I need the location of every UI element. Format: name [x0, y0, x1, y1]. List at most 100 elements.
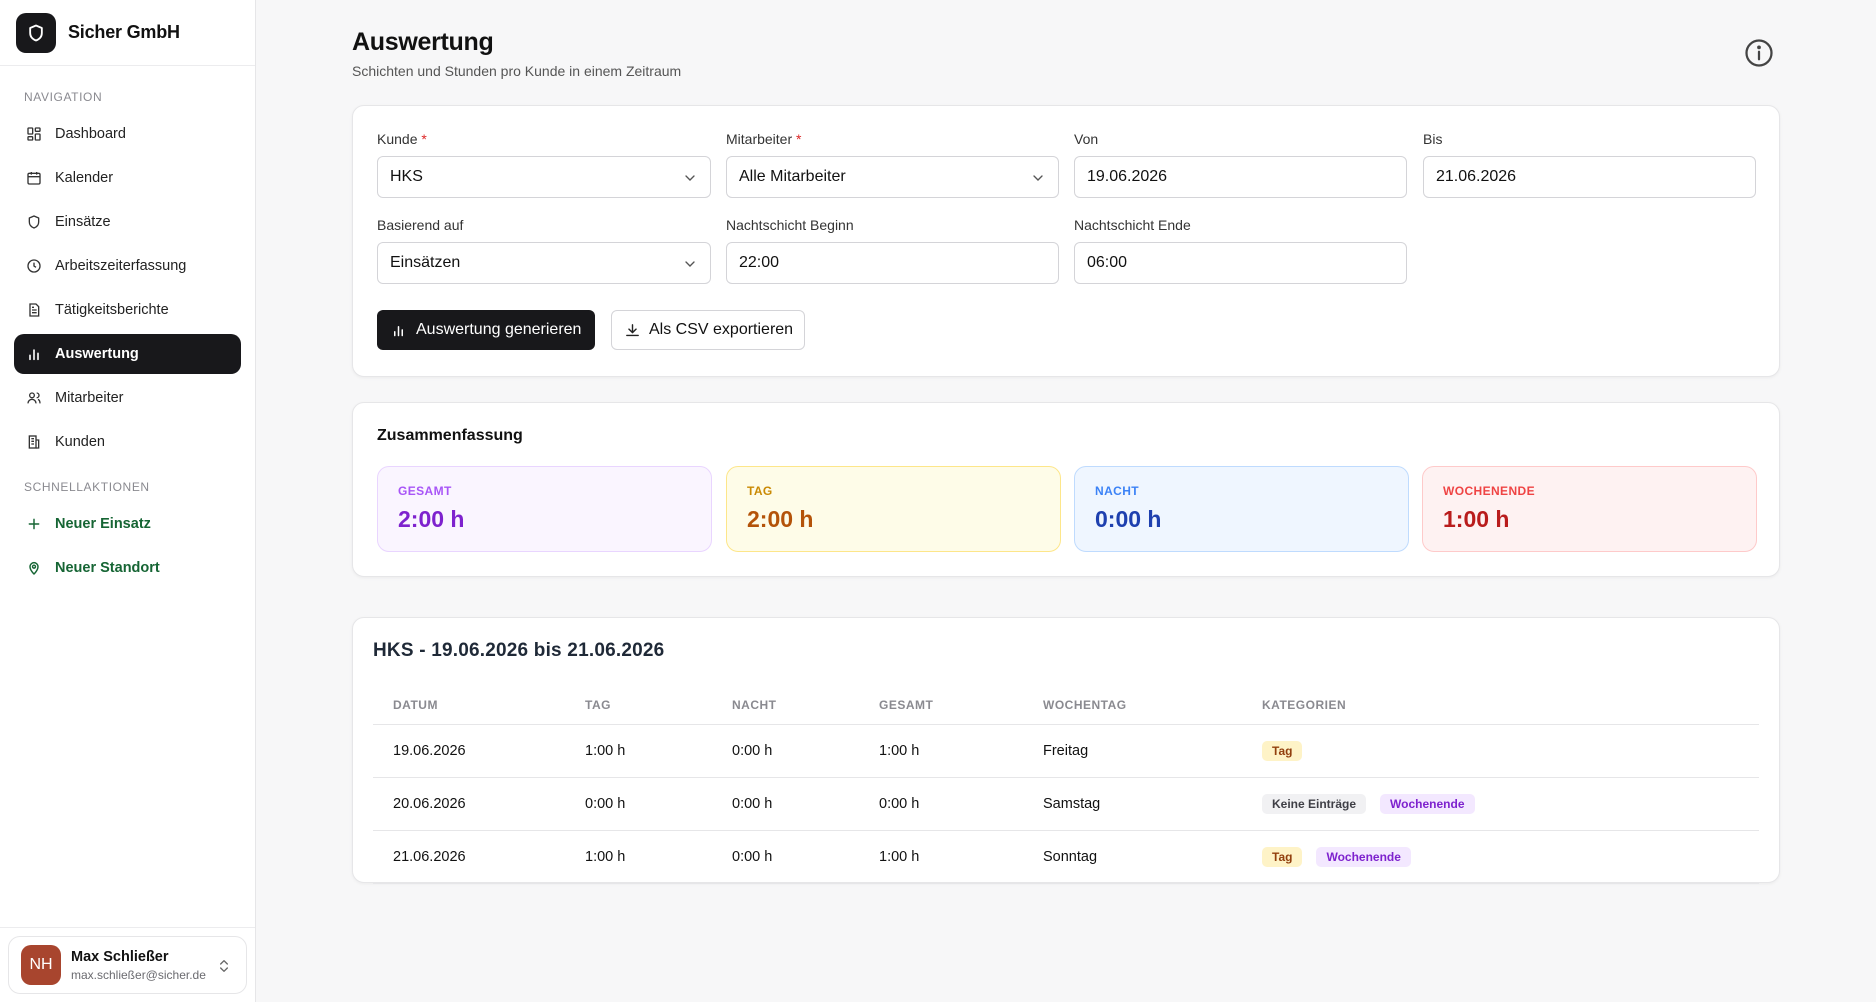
sidebar-item-auswertung[interactable]: Auswertung: [14, 334, 241, 374]
quick-new-einsatz[interactable]: Neuer Einsatz: [14, 504, 241, 544]
user-name: Max Schließer: [71, 948, 169, 965]
clock-icon: [27, 259, 41, 273]
nacht-beginn-label: Nachtschicht Beginn: [726, 217, 854, 233]
basierend-field: Basierend auf Einsätzen: [377, 217, 711, 284]
column-header-wochentag[interactable]: WOCHENTAG: [1043, 697, 1127, 712]
required-marker: *: [796, 131, 802, 147]
cell-tag: 0:00 h: [585, 796, 626, 812]
generate-report-label: Auswertung generieren: [416, 321, 582, 338]
stat-value: 2:00 h: [398, 506, 465, 532]
bar-chart-icon: [394, 325, 403, 336]
sidebar-item-kunden[interactable]: Kunden: [14, 422, 241, 462]
sidebar-item-einsaetze[interactable]: Einsätze: [14, 202, 241, 242]
sidebar-item-taetigkeitsberichte[interactable]: Tätigkeitsberichte: [14, 290, 241, 330]
table-title: HKS - 19.06.2026 bis 21.06.2026: [373, 640, 665, 661]
stat-label: WOCHENENDE: [1443, 484, 1536, 498]
sidebar-item-dashboard[interactable]: Dashboard: [14, 114, 241, 154]
stat-value: 1:00 h: [1443, 506, 1510, 532]
nacht-beginn-input[interactable]: 22:00: [726, 242, 1059, 284]
cell-nacht: 0:00 h: [732, 849, 773, 865]
stat-night: NACHT 0:00 h: [1074, 466, 1409, 552]
column-header-tag[interactable]: TAG: [585, 697, 611, 712]
category-badge: Tag: [1262, 847, 1303, 867]
chevrons-up-down-icon: [220, 960, 228, 972]
cell-gesamt: 0:00 h: [879, 796, 920, 812]
stat-label: NACHT: [1095, 484, 1139, 498]
nacht-ende-label: Nachtschicht Ende: [1074, 217, 1191, 233]
bis-value: 21.06.2026: [1436, 168, 1517, 185]
sidebar-item-kalender[interactable]: Kalender: [14, 158, 241, 198]
table-row[interactable]: 21.06.2026 1:00 h 0:00 h 1:00 h Sonntag …: [373, 831, 1759, 884]
sidebar-item-label: Arbeitszeiterfassung: [55, 258, 187, 274]
von-date-input[interactable]: 19.06.2026: [1074, 156, 1407, 198]
column-header-nacht[interactable]: NACHT: [732, 697, 777, 712]
sidebar: Sicher GmbH NAVIGATION Dashboard Kalende…: [0, 0, 256, 1002]
stat-label: TAG: [747, 484, 773, 498]
sidebar-item-label: Mitarbeiter: [55, 390, 124, 406]
info-icon[interactable]: [1744, 38, 1774, 68]
bis-label: Bis: [1423, 131, 1443, 147]
bar-chart-icon: [29, 349, 39, 361]
main-content: Auswertung Schichten und Stunden pro Kun…: [256, 0, 1876, 1002]
sidebar-item-arbeitszeiterfassung[interactable]: Arbeitszeiterfassung: [14, 246, 241, 286]
cell-kategorien: Tag Wochenende: [1262, 847, 1411, 867]
column-header-kategorien[interactable]: KATEGORIEN: [1262, 697, 1347, 712]
document-icon: [29, 303, 40, 317]
von-value: 19.06.2026: [1087, 168, 1168, 185]
cell-datum: 19.06.2026: [393, 743, 466, 759]
quick-new-standort[interactable]: Neuer Standort: [14, 548, 241, 588]
results-table-card: HKS - 19.06.2026 bis 21.06.2026 DATUM TA…: [352, 617, 1780, 884]
nacht-beginn-value: 22:00: [739, 254, 780, 271]
basierend-select[interactable]: Einsätzen: [377, 242, 711, 284]
map-pin-icon: [29, 561, 39, 575]
filter-form-card: Kunde * HKS Mitarbeiter * Alle Mitarbeit…: [352, 105, 1780, 377]
bis-date-input[interactable]: 21.06.2026: [1423, 156, 1756, 198]
sidebar-item-mitarbeiter[interactable]: Mitarbeiter: [14, 378, 241, 418]
chevron-down-icon: [685, 175, 695, 181]
mitarbeiter-select[interactable]: Alle Mitarbeiter: [726, 156, 1059, 198]
quick-item-label: Neuer Einsatz: [55, 516, 151, 532]
nacht-ende-input[interactable]: 06:00: [1074, 242, 1407, 284]
dashboard-icon: [27, 127, 41, 141]
sidebar-item-label: Kunden: [55, 434, 105, 450]
kunde-label: Kunde: [377, 131, 418, 147]
shield-logo-icon: [16, 12, 56, 53]
download-icon: [626, 323, 639, 336]
summary-card: Zusammenfassung GESAMT 2:00 h TAG 2:00 h…: [352, 402, 1780, 577]
basierend-label: Basierend auf: [377, 217, 464, 233]
nav-section-label: NAVIGATION: [24, 90, 103, 104]
kunde-select[interactable]: HKS: [377, 156, 711, 198]
brand[interactable]: Sicher GmbH: [0, 0, 255, 66]
stat-label: GESAMT: [398, 484, 452, 498]
generate-report-button[interactable]: Auswertung generieren: [377, 310, 595, 350]
stat-value: 0:00 h: [1095, 506, 1162, 532]
category-badge: Wochenende: [1380, 794, 1475, 814]
shield-icon: [28, 215, 40, 229]
required-marker: *: [421, 131, 427, 147]
category-badge: Keine Einträge: [1262, 794, 1367, 814]
stat-day: TAG 2:00 h: [726, 466, 1061, 552]
sidebar-item-label: Kalender: [55, 170, 114, 186]
category-badge: Tag: [1262, 741, 1303, 761]
cell-wochentag: Sonntag: [1043, 849, 1098, 865]
cell-wochentag: Samstag: [1043, 796, 1101, 812]
table-row[interactable]: 19.06.2026 1:00 h 0:00 h 1:00 h Freitag …: [373, 725, 1759, 778]
column-header-gesamt[interactable]: GESAMT: [879, 697, 934, 712]
sidebar-item-label: Einsätze: [55, 214, 111, 230]
nacht-beginn-field: Nachtschicht Beginn 22:00: [726, 217, 1059, 284]
column-header-datum[interactable]: DATUM: [393, 697, 438, 712]
page-title: Auswertung: [352, 28, 494, 56]
summary-title: Zusammenfassung: [377, 427, 523, 444]
quick-item-label: Neuer Standort: [55, 560, 160, 576]
avatar: NH: [21, 945, 61, 985]
export-csv-button[interactable]: Als CSV exportieren: [611, 310, 805, 350]
building-icon: [28, 435, 40, 449]
page-subtitle: Schichten und Stunden pro Kunde in einem…: [352, 63, 682, 79]
user-menu[interactable]: NH Max Schließer max.schließer@sicher.de: [8, 936, 247, 994]
mitarbeiter-field: Mitarbeiter * Alle Mitarbeiter: [726, 131, 1059, 198]
mitarbeiter-select-value: Alle Mitarbeiter: [739, 168, 846, 185]
table-row[interactable]: 20.06.2026 0:00 h 0:00 h 0:00 h Samstag …: [373, 778, 1759, 831]
cell-kategorien: Tag: [1262, 741, 1303, 761]
cell-tag: 1:00 h: [585, 743, 626, 759]
stat-total: GESAMT 2:00 h: [377, 466, 712, 552]
